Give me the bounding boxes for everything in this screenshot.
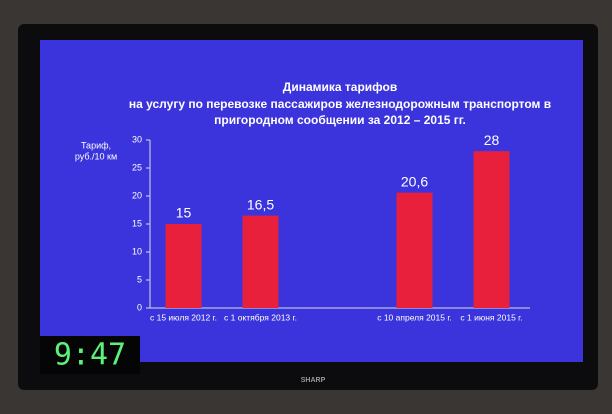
y-tick-label: 25 bbox=[132, 162, 142, 172]
x-tick-label: с 15 июля 2012 г. bbox=[150, 312, 217, 322]
x-tick-label: с 1 июня 2015 г. bbox=[460, 312, 522, 322]
y-tick-label: 0 bbox=[137, 302, 142, 312]
y-tick-label: 15 bbox=[132, 218, 142, 228]
chart-title: на услугу по перевозке пассажиров железн… bbox=[129, 97, 551, 111]
data-label: 15 bbox=[176, 205, 192, 221]
y-tick-label: 20 bbox=[132, 190, 142, 200]
brand-logo: SHARP bbox=[301, 377, 326, 384]
clock: 9:47 bbox=[54, 338, 126, 373]
x-tick-label: с 1 октября 2013 г. bbox=[224, 312, 297, 322]
data-label: 28 bbox=[484, 132, 500, 148]
bar bbox=[165, 224, 202, 308]
x-tick-label: с 10 апреля 2015 г. bbox=[377, 312, 452, 322]
data-label: 16,5 bbox=[247, 196, 274, 212]
y-axis-label: руб./10 км bbox=[75, 151, 117, 161]
y-axis-label: Тариф, bbox=[81, 140, 111, 150]
bar bbox=[473, 151, 510, 308]
y-tick-label: 5 bbox=[137, 274, 142, 284]
data-label: 20,6 bbox=[401, 173, 428, 189]
bar bbox=[242, 215, 279, 308]
bar bbox=[396, 192, 433, 308]
y-tick-label: 10 bbox=[132, 246, 142, 256]
chart-title: пригородном сообщении за 2012 – 2015 гг. bbox=[214, 113, 466, 127]
chart-title: Динамика тарифов bbox=[283, 80, 397, 94]
y-tick-label: 30 bbox=[132, 134, 142, 144]
clock-box bbox=[40, 336, 140, 374]
